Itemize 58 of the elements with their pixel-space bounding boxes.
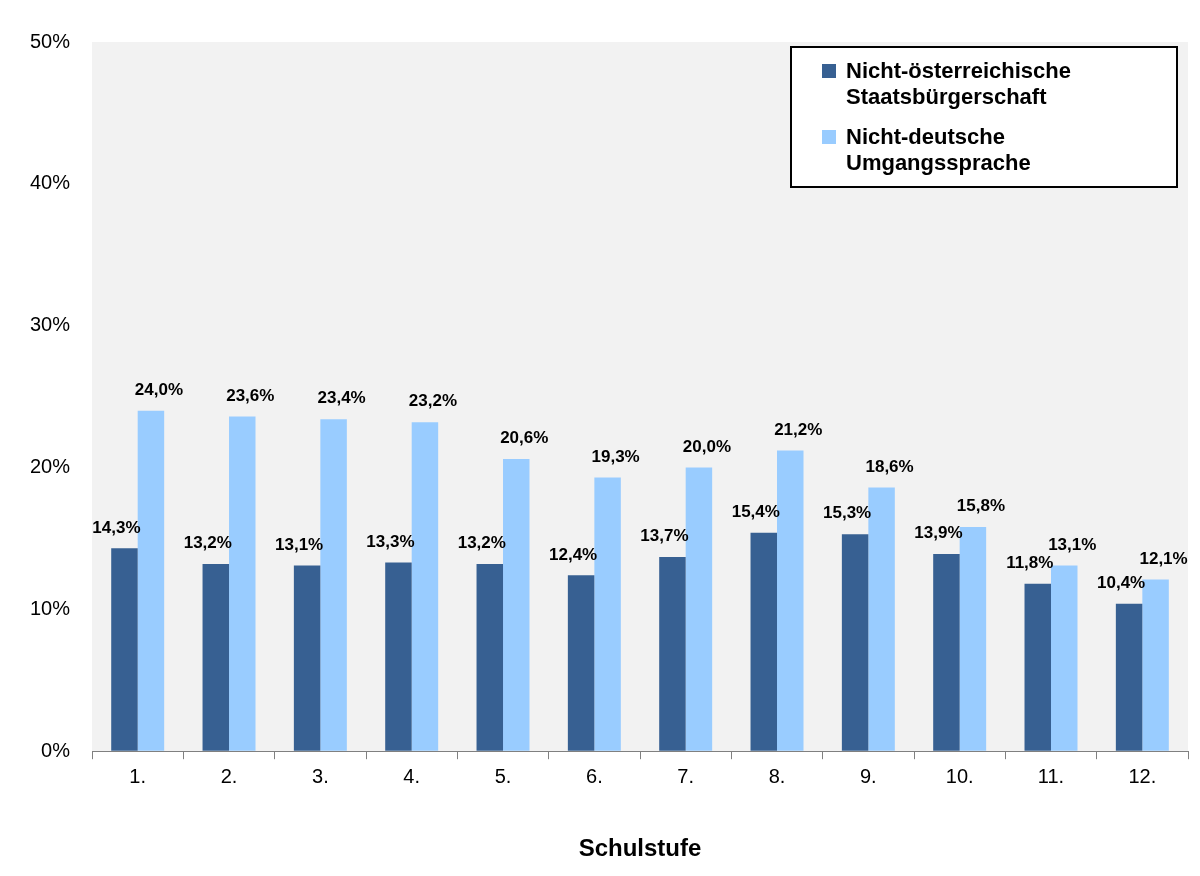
data-label: 23,2% [408,391,458,411]
x-tick-label: 2. [220,764,238,787]
x-tick-label: 7. [677,764,695,787]
legend-label: Nicht-österreichische Staatsbürgerschaft [846,58,1072,110]
bar [1024,583,1051,751]
data-label: 23,4% [317,388,366,408]
y-tick-label: 10% [30,596,71,619]
y-tick-label: 0% [41,738,71,761]
data-label: 13,1% [1048,534,1097,554]
bar [659,556,686,751]
bar [1051,565,1078,751]
data-label: 20,0% [682,436,732,456]
data-label: 24,0% [134,379,184,399]
legend-label: Nicht-deutsche Umgangssprache [846,124,1032,176]
x-tick-label: 11. [1037,764,1065,787]
data-label: 11,8% [1006,553,1054,573]
data-label: 12,4% [549,544,598,564]
x-tick-label: 6. [586,764,603,787]
y-tick-label: 20% [30,455,71,478]
bar [933,554,960,751]
data-label: 15,8% [956,496,1006,516]
data-label: 14,3% [92,517,141,537]
x-tick-label: 3. [312,764,329,787]
data-label: 13,2% [457,533,506,553]
y-tick-label: 50% [30,29,71,52]
data-label: 15,3% [823,503,872,523]
bar [1115,603,1143,751]
y-tick-label: 30% [30,313,71,336]
data-label: 19,3% [591,446,640,466]
data-label: 13,1% [275,534,324,554]
x-tick-label: 12. [1128,764,1157,787]
bar [476,563,504,751]
x-tick-label: 8. [768,764,786,787]
x-tick-label: 9. [860,764,877,787]
bar [750,532,778,751]
x-tick-label: 10. [945,764,974,787]
data-label: 18,6% [865,456,914,476]
bar [202,563,230,751]
bar [385,562,412,751]
data-label: 21,2% [774,419,823,439]
x-tick-label: 4. [403,764,421,787]
bar [111,548,138,751]
x-tick-label: 5. [494,764,512,787]
x-axis-title: Schulstufe [578,834,702,862]
data-label: 10,4% [1096,572,1146,592]
data-label: 13,3% [366,531,415,551]
data-label: 20,6% [500,428,549,448]
data-label: 23,6% [226,385,275,405]
bar [841,534,869,751]
data-label: 13,9% [914,523,963,543]
data-label: 13,7% [640,526,689,546]
bar [567,575,595,751]
data-label: 15,4% [731,501,780,521]
y-tick-label: 40% [30,171,71,194]
data-label: 12,1% [1139,548,1188,568]
bar [293,565,321,751]
data-label: 13,2% [183,533,232,553]
x-tick-label: 1. [129,764,147,787]
